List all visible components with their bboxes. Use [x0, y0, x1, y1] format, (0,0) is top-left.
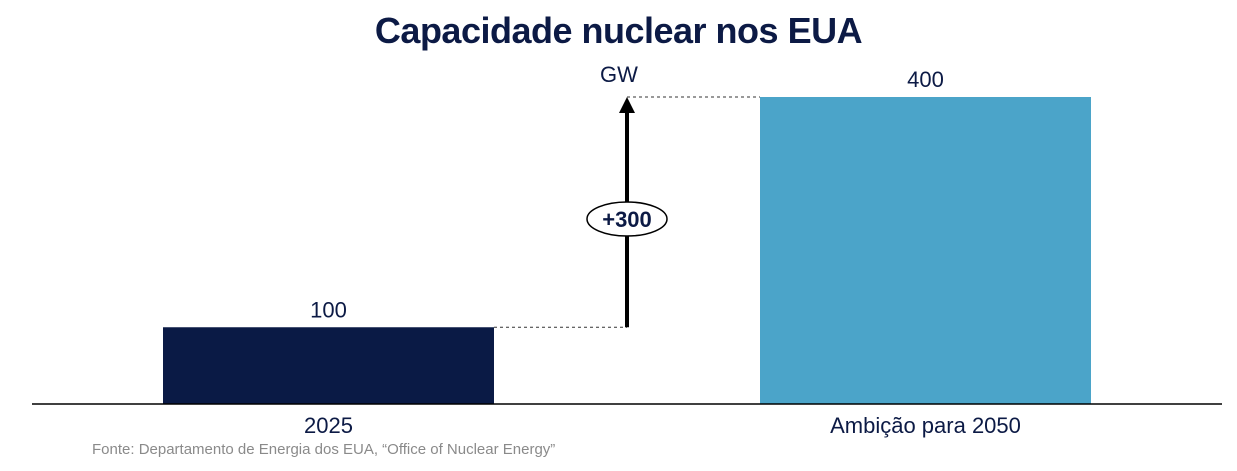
bar-value-label-2: 400: [907, 67, 944, 92]
bar-1: [163, 327, 494, 404]
chart-source: Fonte: Departamento de Energia dos EUA, …: [92, 441, 556, 458]
chart-title: Capacidade nuclear nos EUA: [374, 10, 863, 51]
category-label-2: Ambição para 2050: [830, 413, 1021, 438]
increase-label: +300: [602, 207, 652, 232]
unit-label: GW: [600, 62, 638, 87]
increase-arrow-head: [619, 97, 635, 113]
increase-label-ellipse: [586, 201, 668, 237]
category-label-1: 2025: [304, 413, 353, 438]
bar-2: [760, 97, 1091, 404]
bar-value-label-1: 100: [310, 297, 347, 322]
